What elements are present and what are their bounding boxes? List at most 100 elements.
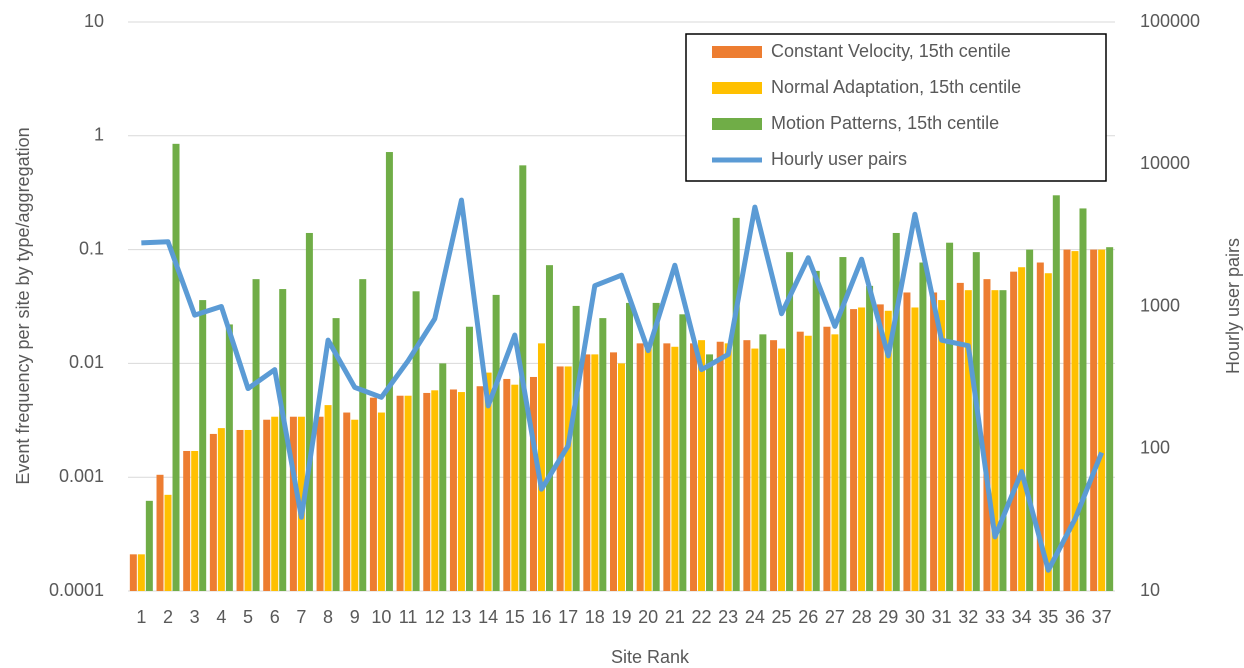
x-tick-label: 12 [425, 607, 445, 627]
y-tick-label: 0.0001 [49, 580, 104, 600]
bar [778, 348, 786, 591]
bar [1018, 267, 1026, 591]
bar [199, 300, 207, 591]
bar [938, 300, 946, 591]
y-tick-label: 0.1 [79, 238, 104, 258]
bar [529, 376, 537, 591]
legend-label: Normal Adaptation, 15th centile [771, 77, 1021, 97]
bar [751, 348, 759, 591]
x-tick-label: 1 [136, 607, 146, 627]
y-tick-label: 0.001 [59, 466, 104, 486]
bar [545, 265, 553, 591]
line [141, 197, 1104, 573]
bar [484, 372, 492, 591]
bar [858, 307, 866, 591]
x-tick-label: 3 [190, 607, 200, 627]
bar [724, 343, 732, 591]
y-axis-label: Event frequency per site by type/aggrega… [13, 127, 33, 484]
legend-label: Motion Patterns, 15th centile [771, 113, 999, 133]
x-tick-label: 5 [243, 607, 253, 627]
bar [404, 395, 412, 591]
bar [332, 318, 340, 591]
bar [271, 416, 279, 591]
bar [618, 363, 625, 591]
y2-tick-label: 10000 [1140, 153, 1190, 173]
bar [839, 257, 847, 591]
bar [796, 331, 804, 591]
bar [492, 294, 500, 591]
bar [511, 384, 519, 591]
bar [164, 494, 172, 591]
bar [823, 326, 831, 591]
x-tick-label: 20 [638, 607, 658, 627]
bar [770, 340, 778, 591]
bar [991, 290, 999, 591]
bar [956, 282, 964, 591]
y2-axis-label: Hourly user pairs [1223, 238, 1243, 374]
bar [217, 428, 225, 591]
x-tick-label: 35 [1038, 607, 1058, 627]
legend-box [685, 33, 1107, 182]
bar [556, 366, 564, 591]
bar [431, 390, 439, 591]
bar [305, 232, 313, 591]
bar [564, 366, 572, 591]
bar [698, 340, 706, 591]
y-tick-label: 1 [94, 125, 104, 145]
bar [610, 352, 617, 591]
bar [449, 389, 457, 591]
bar [209, 433, 217, 591]
bar [145, 500, 153, 591]
x-tick-label: 16 [531, 607, 551, 627]
bar [1010, 271, 1018, 591]
bar [1063, 249, 1071, 591]
bar [225, 324, 233, 591]
bar [983, 279, 991, 591]
bar [972, 252, 980, 591]
bar [377, 412, 385, 591]
bar [343, 412, 351, 591]
legend-swatch [712, 118, 762, 130]
bar [457, 392, 465, 591]
x-tick-label: 37 [1092, 607, 1112, 627]
bar [572, 305, 580, 591]
bar [324, 405, 332, 591]
x-tick-label: 34 [1012, 607, 1032, 627]
bar [359, 279, 367, 591]
y-tick-label: 10 [84, 11, 104, 31]
legend-label: Constant Velocity, 15th centile [771, 41, 1011, 61]
bar [804, 335, 812, 591]
x-tick-label: 2 [163, 607, 173, 627]
x-tick-label: 18 [585, 607, 605, 627]
bar [137, 554, 145, 591]
bar [876, 304, 884, 591]
x-tick-label: 15 [505, 607, 525, 627]
bar [591, 354, 599, 591]
x-tick-label: 10 [371, 607, 391, 627]
legend-swatch [712, 46, 762, 58]
bar [351, 419, 359, 591]
x-tick-label: 22 [692, 607, 712, 627]
bar [919, 262, 927, 591]
bar [946, 242, 954, 592]
bar [1044, 273, 1052, 591]
bar [156, 474, 164, 591]
bar [476, 386, 484, 591]
bar [964, 290, 972, 591]
y2-tick-label: 1000 [1140, 295, 1180, 315]
bar [412, 291, 420, 591]
x-tick-label: 7 [296, 607, 306, 627]
bar [1079, 208, 1087, 592]
bar [385, 152, 393, 591]
legend-swatch [712, 82, 762, 94]
bar [1098, 249, 1106, 591]
x-tick-label: 36 [1065, 607, 1085, 627]
x-tick-label: 26 [798, 607, 818, 627]
x-tick-label: 23 [718, 607, 738, 627]
bar [183, 450, 191, 591]
bar [279, 289, 287, 591]
bar [396, 395, 404, 591]
y2-tick-label: 100 [1140, 438, 1170, 458]
x-tick-label: 29 [878, 607, 898, 627]
